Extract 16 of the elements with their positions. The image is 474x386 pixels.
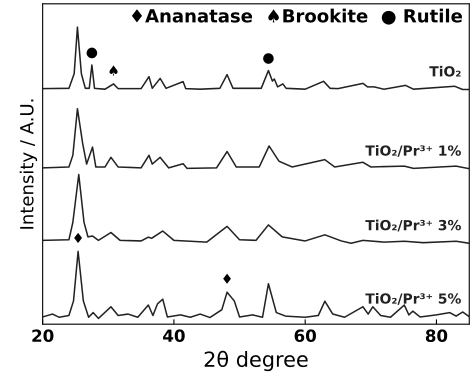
x-tick-label: 40 <box>163 329 185 342</box>
series-label: TiO₂/Pr³⁺ 1% <box>365 145 461 157</box>
annotation: ● <box>86 48 98 58</box>
annotation: ♦ <box>223 274 231 284</box>
annotation: ● <box>263 53 274 64</box>
y-axis-title: Intensity / A.U. <box>20 100 38 229</box>
series-label: TiO₂/Pr³⁺ 5% <box>365 293 461 305</box>
x-axis-title: 2θ degree <box>204 350 308 372</box>
x-tick-label: 20 <box>32 329 54 342</box>
text: ♦Ananatase ♠Brookite ● Rutile <box>132 8 462 25</box>
x-tick-label: 60 <box>294 329 316 342</box>
series-label: TiO₂ <box>429 66 461 77</box>
x-tick-label: 80 <box>426 329 448 342</box>
series-label: TiO₂/Pr³⁺ 3% <box>365 220 461 232</box>
annotation: ♠ <box>110 65 118 76</box>
annotation: ♦ <box>74 232 82 243</box>
